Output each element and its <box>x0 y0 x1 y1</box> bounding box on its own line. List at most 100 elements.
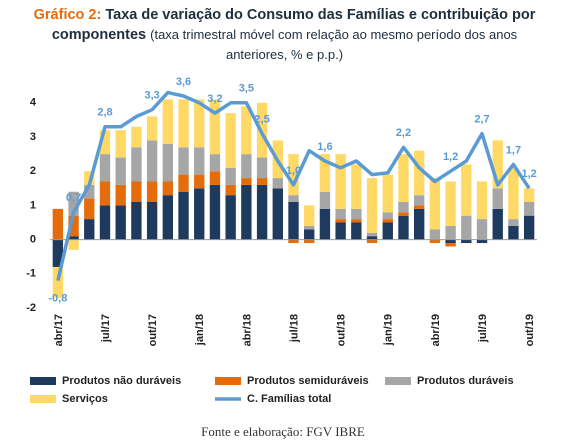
bar-segment <box>335 219 346 223</box>
source: Fonte e elaboração: FGV IBRE <box>201 424 365 439</box>
bar-segment <box>304 205 315 226</box>
bar-segment <box>68 236 79 240</box>
annotation: 2,2 <box>396 127 411 139</box>
bar-segment <box>131 126 142 148</box>
bar-segment <box>115 157 126 185</box>
x-tick-label: jul/17 <box>100 314 112 343</box>
bar-segment <box>429 178 441 230</box>
bar-segment <box>241 154 252 179</box>
bar-segment <box>99 154 111 182</box>
x-tick-label: abr/17 <box>53 314 65 346</box>
chart-title: Taxa de variação do Consumo das Famílias… <box>51 7 536 43</box>
bar-segment <box>209 184 221 240</box>
x-tick-label: abr/18 <box>241 314 253 346</box>
bar-segment <box>288 239 299 244</box>
bar-segment <box>162 195 174 240</box>
bar-segment <box>209 171 221 185</box>
bar-segment <box>523 188 535 202</box>
total-line <box>56 90 531 281</box>
bar-segment <box>461 215 472 240</box>
bar-segment <box>351 222 362 240</box>
bar-segment <box>146 116 158 141</box>
bar-segment <box>304 229 315 240</box>
bar-segment <box>225 184 236 196</box>
bar-segment <box>413 150 425 196</box>
legend-swatch <box>30 377 56 385</box>
bar-segment <box>445 225 456 240</box>
bar-segment <box>194 147 205 175</box>
bar-segment <box>84 198 95 220</box>
bar-segment <box>351 208 362 220</box>
bar-segment <box>131 181 142 202</box>
bar-segment <box>492 208 503 240</box>
bar-segment <box>84 219 95 240</box>
bar-segment <box>131 202 142 240</box>
bar-segment <box>115 130 126 158</box>
x-tick-label: out/18 <box>336 314 348 346</box>
bar-segment <box>256 157 268 179</box>
annotation: 3,2 <box>207 93 222 105</box>
bar-segment <box>84 171 95 185</box>
bar-segment <box>68 191 79 216</box>
bar-segment <box>445 243 456 247</box>
bar-segment <box>178 147 189 175</box>
bar-segment <box>398 212 409 216</box>
bar-segment <box>84 184 95 199</box>
legend-swatch <box>385 377 411 385</box>
bar-segment <box>413 205 425 209</box>
bar-segment <box>523 215 535 240</box>
bar-segment <box>366 178 378 233</box>
bar-segment <box>382 174 393 213</box>
bar-segment <box>115 205 126 240</box>
y-tick-label: -2 <box>26 302 36 314</box>
bar-segment <box>99 130 111 155</box>
annotation: 1,7 <box>506 144 521 156</box>
bar-segment <box>508 219 519 226</box>
bar-segment <box>366 232 378 237</box>
bar-segment <box>131 147 142 182</box>
x-tick-label: abr/19 <box>430 314 442 346</box>
bar-segment <box>335 222 346 240</box>
bar-segment <box>256 184 268 240</box>
annotation: 2,5 <box>254 114 269 126</box>
annotation: 2,7 <box>474 114 489 126</box>
bar-segment <box>398 202 409 213</box>
bar-segment <box>241 184 252 240</box>
legend-label: C. Famílias total <box>247 393 331 405</box>
bar-segment <box>194 188 205 240</box>
bar-segment <box>304 239 315 244</box>
bar-segment <box>99 205 111 240</box>
bar-segment <box>194 99 205 148</box>
x-tick-label: jan/19 <box>383 314 395 346</box>
annotation: 1,0 <box>286 165 301 177</box>
bar-segment <box>413 195 425 206</box>
bar-segment <box>413 208 425 240</box>
bar-segment <box>146 140 158 182</box>
annotation: 1,2 <box>521 168 536 180</box>
bar-segment <box>209 154 221 172</box>
bar-segment <box>398 154 409 202</box>
bar-segment <box>508 167 519 220</box>
bar-segment <box>288 195 299 202</box>
bar-segment <box>241 106 252 155</box>
annotation: 3,5 <box>239 83 254 95</box>
bar-segment <box>68 215 79 237</box>
y-tick-label: -1 <box>26 268 36 280</box>
bar-segment <box>52 239 64 267</box>
y-tick-label: 3 <box>30 131 36 143</box>
bar-segment <box>398 215 409 240</box>
bar-segment <box>335 208 346 220</box>
x-tick-label: out/17 <box>147 314 159 346</box>
x-tick-label: jul/18 <box>288 314 300 343</box>
bar-segment <box>52 208 64 240</box>
bar-segment <box>178 99 189 148</box>
bar-segment <box>366 239 378 244</box>
bar-segment <box>146 181 158 202</box>
bar-segment <box>272 188 283 240</box>
bar-segment <box>523 202 535 216</box>
title-prefix: Gráfico 2: <box>33 7 102 23</box>
x-tick-label: jan/18 <box>194 314 206 346</box>
bar-segment <box>492 140 503 189</box>
bar-segment <box>272 178 283 189</box>
